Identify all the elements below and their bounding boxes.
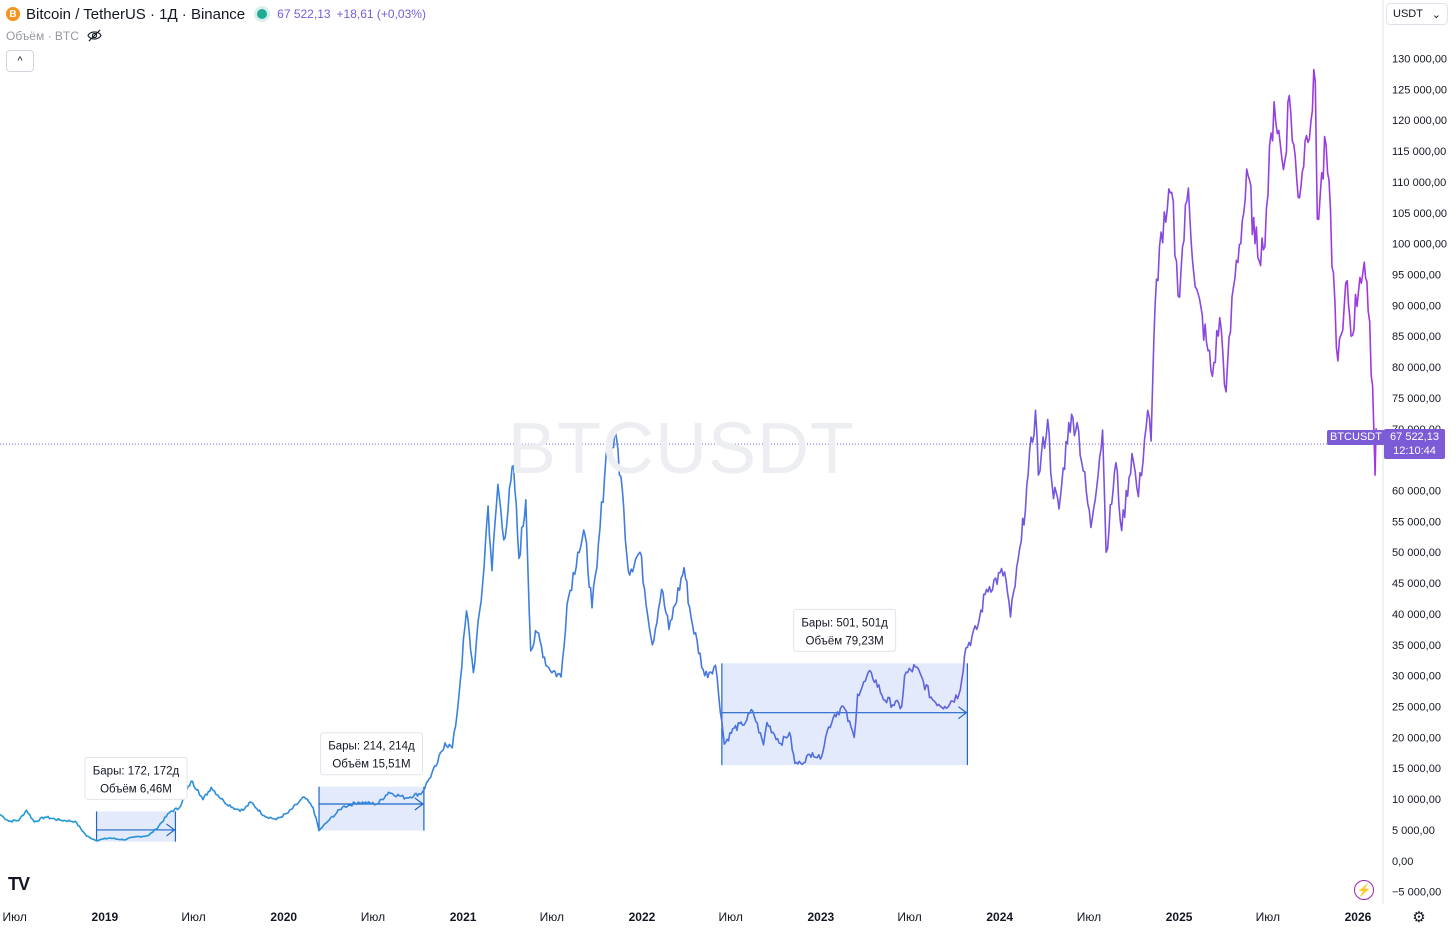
x-tick-label: Июл <box>897 910 921 924</box>
current-price-value: 67 522,13 <box>1390 431 1439 443</box>
date-range-info-box <box>319 732 423 776</box>
date-range-volume-label: Объём 79,23M <box>806 635 884 647</box>
y-tick-label: 80 000,00 <box>1392 362 1441 374</box>
y-tick-label: 95 000,00 <box>1392 270 1441 282</box>
tradingview-logo[interactable]: TV <box>8 874 30 894</box>
date-range-box <box>319 786 424 831</box>
current-price-tag: 67 522,13 12:10:44 <box>1384 429 1445 459</box>
y-tick-label: 30 000,00 <box>1392 671 1441 683</box>
x-tick-label: 2022 <box>629 910 656 924</box>
y-tick-label: 100 000,00 <box>1392 239 1447 251</box>
y-tick-label: 110 000,00 <box>1392 177 1446 189</box>
symbol-watermark: BTCUSDT <box>508 409 855 489</box>
y-tick-label: 25 000,00 <box>1392 702 1441 714</box>
y-tick-label: 0,00 <box>1392 856 1413 868</box>
volume-indicator-row: Объём · BTC <box>6 28 102 43</box>
y-tick-label: 105 000,00 <box>1392 208 1447 220</box>
y-tick-label: 10 000,00 <box>1392 794 1441 806</box>
y-tick-label: −5 000,00 <box>1392 887 1441 899</box>
y-tick-label: 45 000,00 <box>1392 578 1441 590</box>
x-tick-label: Июл <box>540 910 564 924</box>
chevron-down-icon: ⌄ <box>1431 8 1441 21</box>
y-tick-label: 35 000,00 <box>1392 640 1441 652</box>
x-tick-label: Июл <box>1077 910 1101 924</box>
collapse-legend-button[interactable]: ^ <box>6 50 34 72</box>
date-range-bars-label: Бары: 172, 172д <box>93 765 180 777</box>
bolt-icon[interactable]: ⚡ <box>1354 880 1374 900</box>
y-tick-label: 40 000,00 <box>1392 609 1441 621</box>
x-tick-label: 2025 <box>1166 910 1193 924</box>
x-tick-label: 2026 <box>1345 910 1372 924</box>
y-tick-label: 50 000,00 <box>1392 547 1441 559</box>
symbol-title[interactable]: Bitcoin / TetherUS · 1Д · Binance <box>26 5 246 23</box>
x-tick-label: 2020 <box>270 910 297 924</box>
currency-select[interactable]: USDT ⌄ <box>1386 3 1448 25</box>
x-tick-label: 2023 <box>807 910 834 924</box>
date-range-info-box <box>793 608 897 652</box>
date-range-arrow-head <box>958 706 968 720</box>
last-price: 67 522,13 <box>277 7 331 21</box>
y-tick-label: 75 000,00 <box>1392 393 1441 405</box>
x-tick-label: Июл <box>718 910 742 924</box>
y-tick-label: 125 000,00 <box>1392 84 1447 96</box>
y-tick-label: 20 000,00 <box>1392 732 1441 744</box>
symbol-price-label: BTCUSDT <box>1327 430 1385 445</box>
x-tick-label: 2019 <box>92 910 119 924</box>
x-tick-label: Июл <box>1256 910 1280 924</box>
x-tick-label: 2024 <box>986 910 1013 924</box>
y-tick-label: 115 000,00 <box>1392 146 1446 158</box>
x-tick-label: Июл <box>181 910 205 924</box>
x-tick-label: 2021 <box>450 910 477 924</box>
y-tick-label: 130 000,00 <box>1392 54 1447 66</box>
date-range-info-box <box>84 756 188 800</box>
market-status-icon <box>257 9 268 19</box>
y-tick-label: 90 000,00 <box>1392 300 1441 312</box>
x-tick-label: Июл <box>361 910 385 924</box>
bar-countdown: 12:10:44 <box>1393 445 1436 457</box>
date-range-volume-label: Объём 15,51M <box>332 759 410 771</box>
settings-icon[interactable]: ⚙ <box>1412 909 1426 926</box>
date-range-arrow-head <box>166 823 176 837</box>
y-tick-label: 55 000,00 <box>1392 516 1441 528</box>
price-change: +18,61 (+0,03%) <box>336 7 426 21</box>
price-series-line <box>0 68 1380 842</box>
y-tick-label: 15 000,00 <box>1392 763 1441 775</box>
eye-hidden-icon[interactable] <box>87 28 102 43</box>
y-tick-label: 120 000,00 <box>1392 115 1447 127</box>
date-range-bars-label: Бары: 501, 501д <box>801 617 888 629</box>
y-tick-label: 5 000,00 <box>1392 825 1435 837</box>
currency-value: USDT <box>1393 8 1423 20</box>
symbol-header: B Bitcoin / TetherUS · 1Д · Binance 67 5… <box>6 4 426 24</box>
bitcoin-icon: B <box>6 7 20 21</box>
date-range-arrow-head <box>414 797 424 811</box>
y-tick-label: 85 000,00 <box>1392 331 1441 343</box>
chevron-up-icon: ^ <box>17 55 23 67</box>
y-tick-label: 60 000,00 <box>1392 486 1441 498</box>
x-tick-label: Июл <box>3 910 27 924</box>
date-range-bars-label: Бары: 214, 214д <box>328 741 415 753</box>
volume-indicator-label[interactable]: Объём · BTC <box>6 28 79 43</box>
date-range-box <box>721 663 968 766</box>
date-range-volume-label: Объём 6,46M <box>100 783 172 795</box>
